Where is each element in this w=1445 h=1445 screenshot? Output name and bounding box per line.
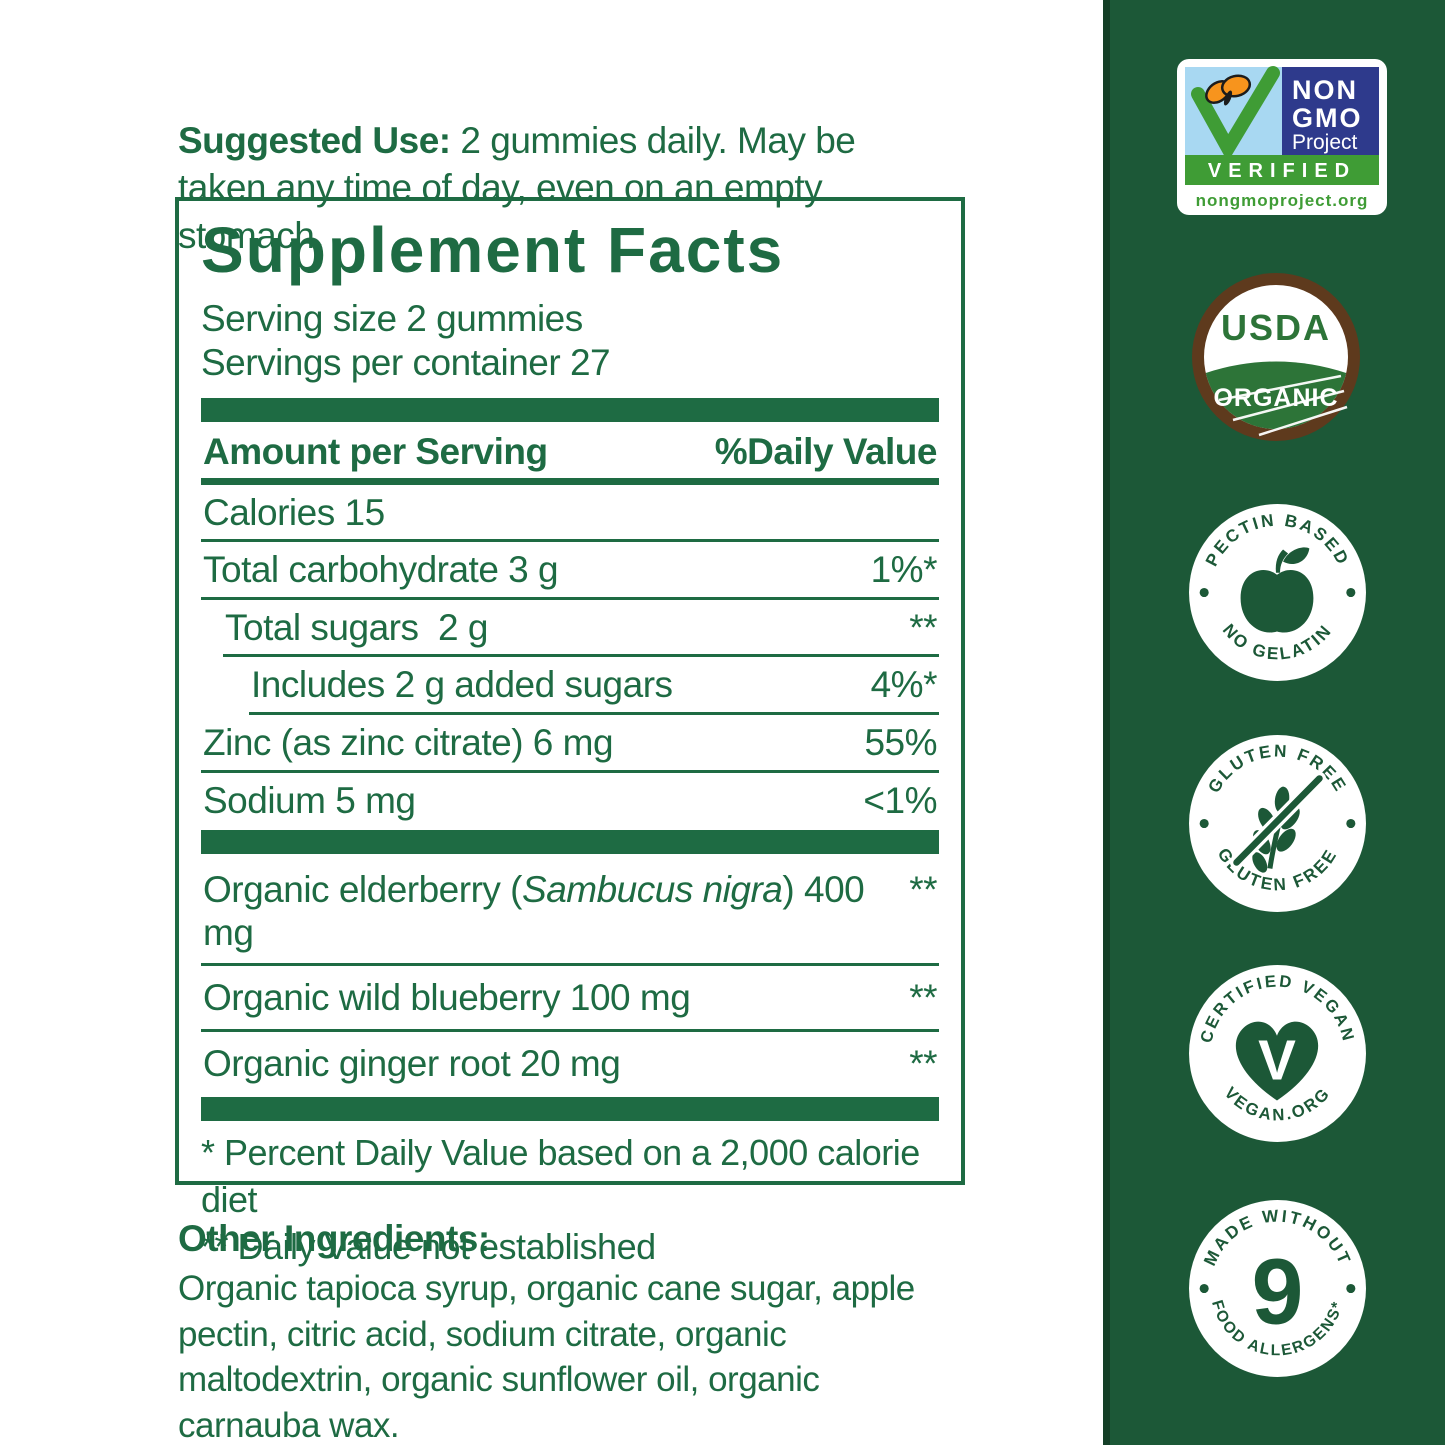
row-name: Total carbohydrate 3 g	[203, 549, 559, 591]
hairline	[201, 539, 939, 543]
row-elderberry: Organic elderberry (Sambucus nigra) 400 …	[201, 858, 939, 963]
verified-text: VERIFIED	[1208, 160, 1356, 182]
row-dv: **	[909, 606, 937, 648]
hairline	[201, 963, 939, 967]
side-dot	[1346, 1283, 1356, 1294]
row-calories: Calories 15	[201, 485, 939, 540]
row-dv	[925, 492, 937, 535]
usda-organic-badge: USDA ORGANIC	[1192, 273, 1360, 441]
hairline	[201, 769, 939, 773]
side-dot	[1346, 818, 1356, 829]
heart-v-icon: V	[1235, 1021, 1319, 1101]
row-total-sugars: Total sugars 2 g **	[201, 600, 939, 655]
col-daily-value: %Daily Value	[714, 430, 938, 472]
serving-size: Serving size 2 gummies	[201, 298, 583, 339]
row-dv: **	[909, 1042, 937, 1084]
nine-icon: 9	[1252, 1239, 1304, 1343]
crossed-wheat-icon	[1229, 771, 1327, 873]
certified-vegan-badge: CERTIFIED VEGAN VEGAN.ORG V	[1189, 965, 1366, 1142]
footnotes: * Percent Daily Value based on a 2,000 c…	[201, 1130, 939, 1270]
row-name: Organic elderberry (Sambucus nigra) 400 …	[203, 869, 897, 954]
row-name-prefix: Organic elderberry (	[203, 869, 523, 911]
row-name: Total sugars 2 g	[225, 606, 488, 648]
butterfly-icon	[1205, 74, 1252, 106]
row-dv: 4%*	[870, 664, 938, 706]
suggested-use-text: 2 gummies daily. May be taken any time o…	[178, 120, 856, 256]
footnote-dv: * Percent Daily Value based on a 2,000 c…	[201, 1132, 920, 1221]
divider-bar	[201, 397, 939, 422]
facts-header-row: Amount per Serving %Daily Value	[201, 422, 939, 485]
apple-icon	[1240, 547, 1314, 633]
other-ingredients: Other Ingredients: Organic tapioca syrup…	[178, 1218, 950, 1445]
gluten-free-badge: GLUTEN FREE GLUTEN FREE	[1189, 735, 1366, 912]
row-name: Organic wild blueberry 100 mg	[203, 977, 691, 1019]
suggested-use: Suggested Use: 2 gummies daily. May be t…	[178, 117, 926, 259]
row-name: Includes 2 g added sugars	[251, 664, 673, 706]
row-dv: <1%	[863, 779, 937, 821]
row-name-suffix: ) 400 mg	[203, 869, 865, 953]
row-total-carbohydrate: Total carbohydrate 3 g 1%*	[201, 542, 939, 597]
row-wild-blueberry: Organic wild blueberry 100 mg **	[201, 966, 939, 1029]
verified-band	[1185, 155, 1379, 185]
nongmo-word1: NON	[1292, 75, 1358, 105]
col-amount-per-serving: Amount per Serving	[203, 430, 548, 472]
supplement-facts-title: Supplement Facts	[201, 214, 785, 286]
nongmo-url: nongmoproject.org	[1196, 191, 1369, 210]
hairline	[201, 1028, 939, 1032]
pectin-based-badge: PECTIN BASED NO GELATIN	[1189, 504, 1366, 681]
row-name: Sodium 5 mg	[203, 779, 416, 821]
divider-bar	[201, 1097, 939, 1122]
supplement-facts-box: Supplement Facts Serving size 2 gummies …	[175, 197, 965, 1267]
navy-background	[1282, 67, 1379, 155]
hairline	[223, 654, 939, 658]
vegan-v-letter: V	[1258, 1029, 1296, 1092]
checkmark-icon	[1191, 66, 1280, 162]
allergen-free-badge: MADE WITHOUT FOOD ALLERGENS* 9	[1189, 1200, 1366, 1377]
side-dot	[1199, 1283, 1209, 1294]
hairline	[249, 711, 939, 715]
field-furrows-icon	[1205, 361, 1347, 430]
organic-text: ORGANIC	[1213, 384, 1338, 412]
row-name: Zinc (as zinc citrate) 6 mg	[203, 721, 614, 763]
suggested-use-label: Suggested Use:	[178, 120, 451, 161]
footnote-not-established: ** Daily Value not established	[201, 1225, 656, 1267]
hairline	[201, 596, 939, 600]
side-dot	[1346, 587, 1356, 598]
nongmo-word2: GMO	[1292, 103, 1363, 133]
row-dv: 1%*	[870, 549, 938, 591]
row-added-sugars: Includes 2 g added sugars 4%*	[201, 657, 939, 712]
row-zinc: Zinc (as zinc citrate) 6 mg 55%	[201, 715, 939, 770]
row-name-species: Sambucus nigra	[522, 869, 783, 911]
row-name: Organic ginger root 20 mg	[203, 1042, 621, 1084]
other-ingredients-text: Organic tapioca syrup, organic cane suga…	[178, 1269, 915, 1445]
row-name: Calories 15	[203, 491, 385, 533]
nongmo-word3: Project	[1292, 131, 1358, 154]
badge-sidebar: NON GMO Project VERIFIED nongmoproject.o…	[1103, 0, 1445, 1445]
side-dot	[1199, 818, 1209, 829]
servings-per-container: Servings per container 27	[201, 342, 611, 384]
row-ginger-root: Organic ginger root 20 mg **	[201, 1032, 939, 1095]
row-dv: **	[909, 869, 937, 911]
other-ingredients-label: Other Ingredients:	[178, 1218, 490, 1259]
side-dot	[1199, 587, 1209, 598]
row-dv: **	[909, 977, 937, 1019]
row-dv: 55%	[864, 721, 937, 763]
divider-bar	[201, 830, 939, 855]
usda-text: USDA	[1221, 307, 1331, 348]
sidebar-edge-shadow	[1103, 0, 1110, 1445]
row-sodium: Sodium 5 mg <1%	[201, 773, 939, 828]
non-gmo-project-verified-badge: NON GMO Project VERIFIED nongmoproject.o…	[1177, 59, 1387, 215]
